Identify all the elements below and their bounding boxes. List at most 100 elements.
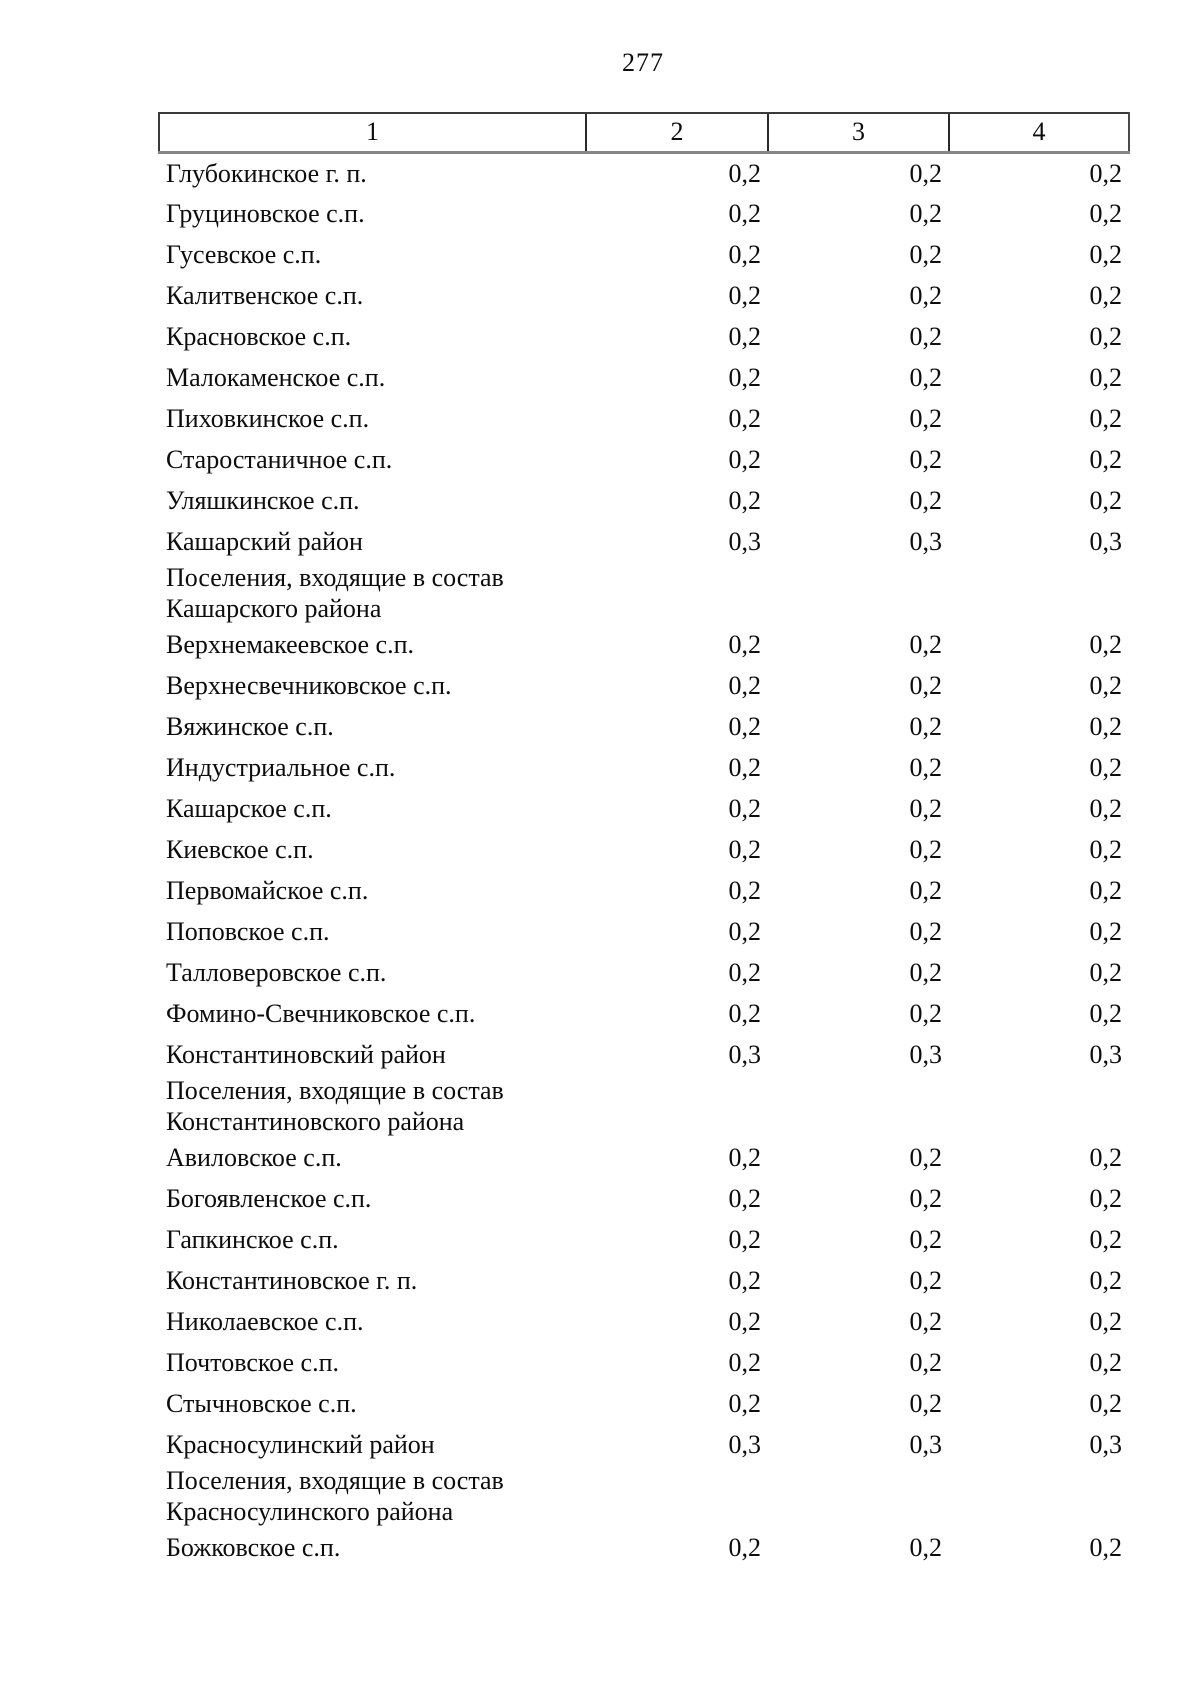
settlement-name: Старостаничное с.п. [166, 445, 393, 474]
settlement-name: Почтовское с.п. [166, 1348, 339, 1377]
table-row: Пиховкинское с.п. 0,2 0,2 0,2 [159, 398, 1129, 439]
rate-value-col2: 0,2 [728, 240, 762, 269]
rate-value-col4: 0,3 [1089, 1040, 1123, 1069]
rate-value-col2: 0,2 [728, 1266, 762, 1295]
table-row: Стычновское с.п. 0,2 0,2 0,2 [159, 1383, 1129, 1424]
rate-value-col4: 0,2 [1089, 1307, 1123, 1336]
column-header-1: 1 [158, 112, 586, 154]
rate-value-col4: 0,2 [1089, 445, 1123, 474]
rate-value-col3: 0,2 [909, 199, 943, 228]
rate-value-col2: 0,2 [728, 999, 762, 1028]
settlement-name: Гапкинское с.п. [166, 1225, 339, 1254]
settlement-name: Поселения, входящие в состав Кашарского … [166, 563, 504, 623]
rate-value-col4 [949, 1465, 1129, 1527]
rate-value-col2: 0,2 [728, 794, 762, 823]
settlement-name: Поселения, входящие в состав Константино… [166, 1076, 504, 1136]
rate-value-col3: 0,2 [909, 1143, 943, 1172]
rate-value-col2: 0,2 [728, 404, 762, 433]
rate-value-col4: 0,2 [1089, 876, 1123, 905]
rate-value-col2: 0,2 [728, 958, 762, 987]
rate-value-col3: 0,2 [909, 404, 943, 433]
table-row: Божковское с.п. 0,2 0,2 0,2 [159, 1527, 1129, 1568]
rate-value-col2: 0,2 [728, 322, 762, 351]
rate-value-col3: 0,2 [909, 1266, 943, 1295]
rate-value-col2: 0,2 [728, 671, 762, 700]
rate-value-col4: 0,2 [1089, 1266, 1123, 1295]
table-row: Малокаменское с.п. 0,2 0,2 0,2 [159, 357, 1129, 398]
rate-value-col3: 0,2 [909, 917, 943, 946]
rate-value-col2: 0,2 [728, 835, 762, 864]
rate-value-col2: 0,2 [728, 917, 762, 946]
rate-value-col3: 0,2 [909, 1225, 943, 1254]
rate-value-col3 [768, 562, 949, 624]
table-row: Гусевское с.п. 0,2 0,2 0,2 [159, 234, 1129, 275]
settlement-name: Вяжинское с.п. [166, 712, 334, 741]
settlement-name: Богоявленское с.п. [166, 1184, 372, 1213]
column-header-4: 4 [948, 112, 1130, 154]
table-row: Почтовское с.п. 0,2 0,2 0,2 [159, 1342, 1129, 1383]
rate-value-col3: 0,2 [909, 322, 943, 351]
settlement-name: Киевское с.п. [166, 835, 314, 864]
rate-value-col3: 0,2 [909, 1533, 943, 1562]
rate-value-col3: 0,3 [909, 1040, 943, 1069]
page-number: 277 [622, 48, 664, 77]
table-row: Авиловское с.п. 0,2 0,2 0,2 [159, 1137, 1129, 1178]
rate-value-col2: 0,2 [728, 158, 762, 188]
table-row: Верхнесвечниковское с.п. 0,2 0,2 0,2 [159, 665, 1129, 706]
table-row: Поповское с.п. 0,2 0,2 0,2 [159, 911, 1129, 952]
rate-value-col4: 0,2 [1089, 753, 1123, 782]
settlement-name: Авиловское с.п. [166, 1143, 342, 1172]
table-header-row: 1 2 3 4 [158, 112, 1130, 154]
rate-value-col4: 0,2 [1089, 1348, 1123, 1377]
table-row: Талловеровское с.п. 0,2 0,2 0,2 [159, 952, 1129, 993]
rate-value-col3 [768, 1075, 949, 1137]
rate-value-col3: 0,2 [909, 281, 943, 310]
rate-value-col4: 0,2 [1089, 158, 1123, 188]
rate-value-col2: 0,2 [728, 281, 762, 310]
settlement-name: Пиховкинское с.п. [166, 404, 370, 433]
rate-value-col2 [586, 562, 768, 624]
rate-value-col3: 0,2 [909, 753, 943, 782]
table-row: Первомайское с.п. 0,2 0,2 0,2 [159, 870, 1129, 911]
rate-value-col3: 0,2 [909, 835, 943, 864]
settlement-name: Красновское с.п. [166, 322, 352, 351]
table-row: Индустриальное с.п. 0,2 0,2 0,2 [159, 747, 1129, 788]
table-row: Богоявленское с.п. 0,2 0,2 0,2 [159, 1178, 1129, 1219]
rate-value-col2: 0,2 [728, 486, 762, 515]
settlement-name: Калитвенское с.п. [166, 281, 364, 310]
table-row: Верхнемакеевское с.п. 0,2 0,2 0,2 [159, 624, 1129, 665]
settlement-name: Кашарский район [166, 527, 363, 556]
table-row: Поселения, входящие в состав Константино… [159, 1075, 1129, 1137]
rate-value-col4: 0,2 [1089, 1533, 1123, 1562]
rate-value-col2: 0,2 [728, 1225, 762, 1254]
rate-value-col2: 0,2 [728, 1143, 762, 1172]
rate-value-col3: 0,2 [909, 876, 943, 905]
rate-value-col3: 0,2 [909, 1307, 943, 1336]
settlement-name: Божковское с.п. [166, 1533, 341, 1562]
rate-value-col4: 0,3 [1089, 1430, 1123, 1459]
rate-value-col4: 0,2 [1089, 1184, 1123, 1213]
table-row: Уляшкинское с.п. 0,2 0,2 0,2 [159, 480, 1129, 521]
table-row: Фомино-Свечниковское с.п. 0,2 0,2 0,2 [159, 993, 1129, 1034]
rate-value-col2: 0,2 [728, 363, 762, 392]
rate-value-col4: 0,2 [1089, 240, 1123, 269]
rate-value-col2: 0,2 [728, 1533, 762, 1562]
rate-value-col2: 0,2 [728, 199, 762, 228]
table-row: Вяжинское с.п. 0,2 0,2 0,2 [159, 706, 1129, 747]
rate-value-col2: 0,3 [728, 1040, 762, 1069]
settlement-name: Красносулинский район [166, 1430, 435, 1459]
rate-value-col3: 0,2 [909, 486, 943, 515]
settlement-name: Стычновское с.п. [166, 1389, 357, 1418]
table-row: Константиновский район 0,3 0,3 0,3 [159, 1034, 1129, 1075]
table-row: Поселения, входящие в состав Красносулин… [159, 1465, 1129, 1527]
table-row: Кашарское с.п. 0,2 0,2 0,2 [159, 788, 1129, 829]
rate-value-col2: 0,2 [728, 1307, 762, 1336]
settlement-name: Малокаменское с.п. [166, 363, 386, 392]
table-row: Глубокинское г. п. 0,2 0,2 0,2 [159, 152, 1129, 193]
settlement-name: Кашарское с.п. [166, 794, 332, 823]
rate-value-col4: 0,2 [1089, 363, 1123, 392]
rate-value-col3: 0,2 [909, 1348, 943, 1377]
rate-value-col4: 0,2 [1089, 712, 1123, 741]
rate-value-col3: 0,2 [909, 1389, 943, 1418]
rate-value-col2 [586, 1075, 768, 1137]
